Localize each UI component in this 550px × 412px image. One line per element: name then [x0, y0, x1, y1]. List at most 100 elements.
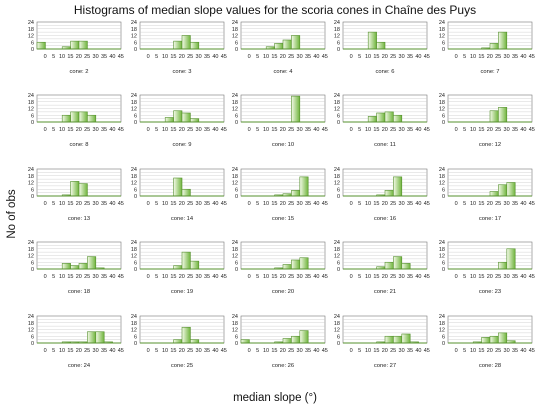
- x-tick-label: 35: [204, 348, 210, 354]
- x-tick-label: 20: [280, 274, 286, 280]
- x-tick-label: 35: [204, 274, 210, 280]
- x-tick-label: 25: [187, 201, 193, 207]
- x-tick-label: 5: [463, 274, 466, 280]
- histogram-bar: [87, 331, 97, 344]
- x-tick-label: 35: [512, 274, 518, 280]
- y-tick-label: 6: [134, 260, 137, 266]
- histogram-bar: [498, 261, 508, 270]
- histogram-bar: [240, 339, 250, 344]
- histogram-bar: [282, 39, 292, 50]
- y-tick-label: 12: [334, 254, 340, 260]
- x-tick-label: 45: [322, 201, 328, 207]
- x-tick-label: 5: [358, 201, 361, 207]
- x-tick-label: 5: [463, 127, 466, 133]
- y-tick-label: 24: [439, 20, 445, 26]
- y-tick-label: 24: [28, 240, 34, 246]
- histogram-bar: [87, 256, 97, 270]
- y-tick-label: 18: [334, 27, 340, 33]
- y-tick-label: 18: [439, 174, 445, 180]
- y-tick-label: 18: [439, 321, 445, 327]
- histogram-bar: [61, 114, 71, 123]
- panel-label: cone: 24: [68, 363, 91, 369]
- x-tick-label: 45: [529, 348, 535, 354]
- x-tick-label: 40: [109, 201, 115, 207]
- y-tick-label: 24: [131, 167, 137, 173]
- x-tick-label: 40: [415, 127, 421, 133]
- histogram-bar: [173, 265, 183, 270]
- chart-title: Histograms of median slope values for th…: [73, 3, 477, 17]
- histogram-bar: [282, 338, 292, 344]
- x-tick-label: 25: [495, 54, 501, 60]
- x-tick-label: 5: [358, 274, 361, 280]
- y-tick-label: 0: [442, 120, 445, 126]
- x-tick-label: 15: [67, 348, 73, 354]
- x-tick-label: 35: [407, 54, 413, 60]
- x-tick-label: 5: [52, 348, 55, 354]
- x-tick-label: 20: [487, 201, 493, 207]
- y-tick-label: 0: [337, 194, 340, 200]
- y-tick-label: 0: [235, 267, 238, 273]
- panel-label: cone: 27: [374, 363, 396, 369]
- x-tick-label: 15: [170, 201, 176, 207]
- x-tick-label: 0: [248, 348, 251, 354]
- x-tick-label: 10: [365, 348, 371, 354]
- x-tick-label: 40: [520, 127, 526, 133]
- x-tick-label: 0: [147, 348, 150, 354]
- y-tick-label: 0: [134, 267, 137, 273]
- x-tick-label: 10: [162, 274, 168, 280]
- panel-label: cone: 13: [68, 216, 90, 222]
- x-tick-label: 40: [313, 127, 319, 133]
- x-tick-label: 10: [470, 274, 476, 280]
- x-tick-label: 0: [350, 348, 353, 354]
- y-tick-label: 0: [235, 194, 238, 200]
- x-tick-label: 25: [495, 127, 501, 133]
- x-tick-label: 0: [147, 127, 150, 133]
- y-tick-label: 24: [334, 93, 340, 99]
- y-tick-label: 12: [131, 328, 137, 334]
- x-tick-label: 20: [179, 54, 185, 60]
- panel-label: cone: 17: [479, 216, 501, 222]
- panel-label: cone: 21: [374, 289, 396, 295]
- y-tick-label: 0: [235, 47, 238, 53]
- x-tick-label: 10: [162, 201, 168, 207]
- histogram-bar: [87, 114, 97, 123]
- panel-label: cone: 14: [171, 216, 194, 222]
- x-tick-label: 40: [520, 348, 526, 354]
- x-tick-label: 0: [350, 54, 353, 60]
- histogram-bar: [70, 181, 80, 197]
- histogram-bar: [376, 41, 386, 50]
- y-tick-label: 18: [232, 100, 238, 106]
- y-tick-label: 6: [235, 187, 238, 193]
- x-tick-label: 30: [399, 348, 405, 354]
- x-tick-label: 25: [84, 274, 90, 280]
- y-tick-label: 6: [31, 260, 34, 266]
- x-tick-label: 20: [280, 127, 286, 133]
- y-tick-label: 18: [232, 27, 238, 33]
- x-tick-label: 0: [44, 127, 47, 133]
- x-tick-label: 30: [196, 54, 202, 60]
- histogram-bar: [384, 111, 394, 123]
- x-tick-label: 5: [256, 201, 259, 207]
- y-tick-label: 24: [439, 314, 445, 320]
- x-tick-label: 15: [271, 274, 277, 280]
- x-tick-label: 40: [415, 201, 421, 207]
- x-tick-label: 10: [162, 127, 168, 133]
- histogram-bar: [173, 177, 183, 197]
- x-tick-label: 30: [504, 127, 510, 133]
- x-tick-label: 35: [305, 54, 311, 60]
- x-tick-label: 25: [390, 201, 396, 207]
- histogram-bar: [299, 330, 309, 344]
- x-tick-label: 45: [529, 127, 535, 133]
- x-tick-label: 10: [365, 201, 371, 207]
- x-tick-label: 30: [399, 274, 405, 280]
- y-tick-label: 6: [31, 187, 34, 193]
- x-tick-label: 40: [109, 274, 115, 280]
- y-tick-label: 6: [31, 334, 34, 340]
- histogram-bar: [299, 257, 309, 270]
- x-tick-label: 0: [44, 274, 47, 280]
- x-tick-label: 10: [59, 348, 65, 354]
